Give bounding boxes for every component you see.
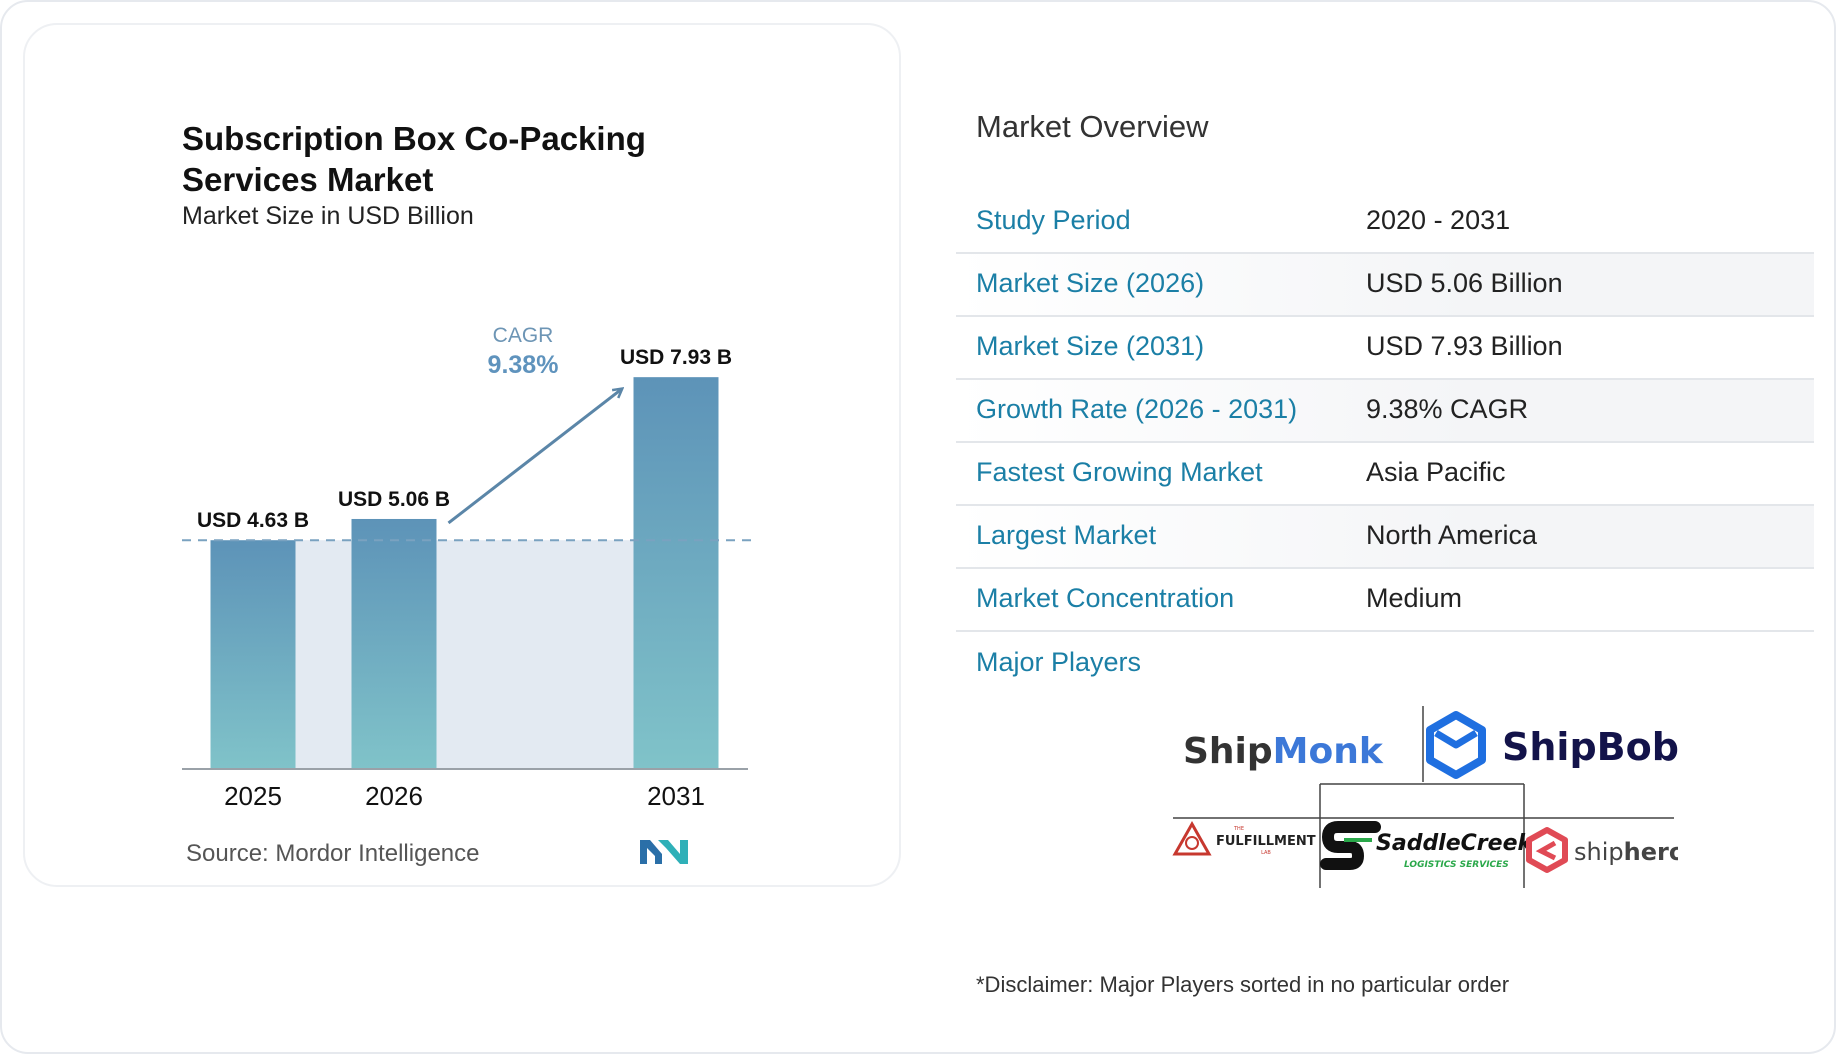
reference-band <box>253 540 676 769</box>
overview-row: Market Concentration Medium <box>956 569 1814 632</box>
x-tick-label: 2026 <box>365 781 423 811</box>
cagr-arrow <box>447 389 622 525</box>
overview-row: Market Size (2026) USD 5.06 Billion <box>956 254 1814 317</box>
shipmonk-logo: ShipMonk <box>1183 731 1384 772</box>
overview-value: North America <box>1366 520 1538 550</box>
overview-label: Market Concentration <box>976 583 1235 613</box>
overview-label: Growth Rate (2026 - 2031) <box>976 394 1298 424</box>
overview-value: 2020 - 2031 <box>1366 205 1511 235</box>
cagr-value: 9.38% <box>488 351 559 379</box>
saddle-creek-logo: SaddleCreek <box>1376 831 1533 856</box>
bar-value-label: USD 5.06 B <box>338 488 450 511</box>
chart-subtitle: Market Size in USD Billion <box>182 202 474 230</box>
bar-value-label: USD 7.93 B <box>620 346 732 369</box>
shiphero-icon <box>1526 827 1568 873</box>
overview-label: Market Size (2031) <box>976 331 1205 361</box>
disclaimer-note: *Disclaimer: Major Players sorted in no … <box>976 972 1510 997</box>
chart-title: Subscription Box Co-Packing Services Mar… <box>182 120 646 198</box>
saddle-creek-icon <box>1320 821 1381 870</box>
market-overview-table: Study Period 2020 - 2031 Market Size (20… <box>956 191 1814 632</box>
overview-value: USD 5.06 Billion <box>1366 268 1563 298</box>
cagr-label: CAGR <box>493 324 554 347</box>
overview-label: Market Size (2026) <box>976 268 1205 298</box>
x-tick-label: 2031 <box>647 781 705 811</box>
market-overview-heading: Market Overview <box>976 109 1209 144</box>
overview-label: Study Period <box>976 205 1131 235</box>
major-players-heading: Major Players <box>976 647 1142 677</box>
bar-2031 <box>633 377 719 769</box>
fulfillment-lab-icon <box>1172 820 1212 856</box>
bar-2025 <box>210 540 296 769</box>
overview-label: Largest Market <box>976 520 1157 550</box>
overview-row: Fastest Growing Market Asia Pacific <box>956 443 1814 506</box>
x-tick-label: 2025 <box>224 781 282 811</box>
overview-row: Growth Rate (2026 - 2031) 9.38% CAGR <box>956 380 1814 443</box>
bar-2026 <box>351 518 437 769</box>
fulfillment-lab-text-top: THE <box>1233 826 1244 832</box>
overview-label: Fastest Growing Market <box>976 457 1263 487</box>
mordor-intelligence-logo <box>640 840 688 864</box>
major-players-logos: ShipMonk ShipBob THE FULFILLMENT LAB Sad… <box>1172 706 1678 888</box>
overview-row: Largest Market North America <box>956 506 1814 569</box>
fulfillment-lab-text-bottom: LAB <box>1261 850 1271 856</box>
bar-chart: USD 4.63 B 2025 USD 5.06 B 2026 USD 7.93 B 20… <box>182 324 752 811</box>
bar-value-label: USD 4.63 B <box>197 509 309 532</box>
saddle-creek-subtitle: LOGISTICS SERVICES <box>1404 860 1509 870</box>
shipbob-logo: ShipBob <box>1502 725 1678 769</box>
overview-value: USD 7.93 Billion <box>1366 331 1563 361</box>
overview-value: Asia Pacific <box>1366 457 1506 487</box>
overview-value: 9.38% CAGR <box>1366 394 1529 424</box>
shiphero-logo: shiphero <box>1574 838 1678 866</box>
overview-row: Study Period 2020 - 2031 <box>956 191 1814 254</box>
source-note: Source: Mordor Intelligence <box>186 840 480 867</box>
shipbob-cube-icon <box>1426 711 1486 779</box>
overview-value: Medium <box>1366 583 1463 613</box>
overview-row: Market Size (2031) USD 7.93 Billion <box>956 317 1814 380</box>
fulfillment-lab-logo: FULFILLMENT <box>1216 834 1316 849</box>
